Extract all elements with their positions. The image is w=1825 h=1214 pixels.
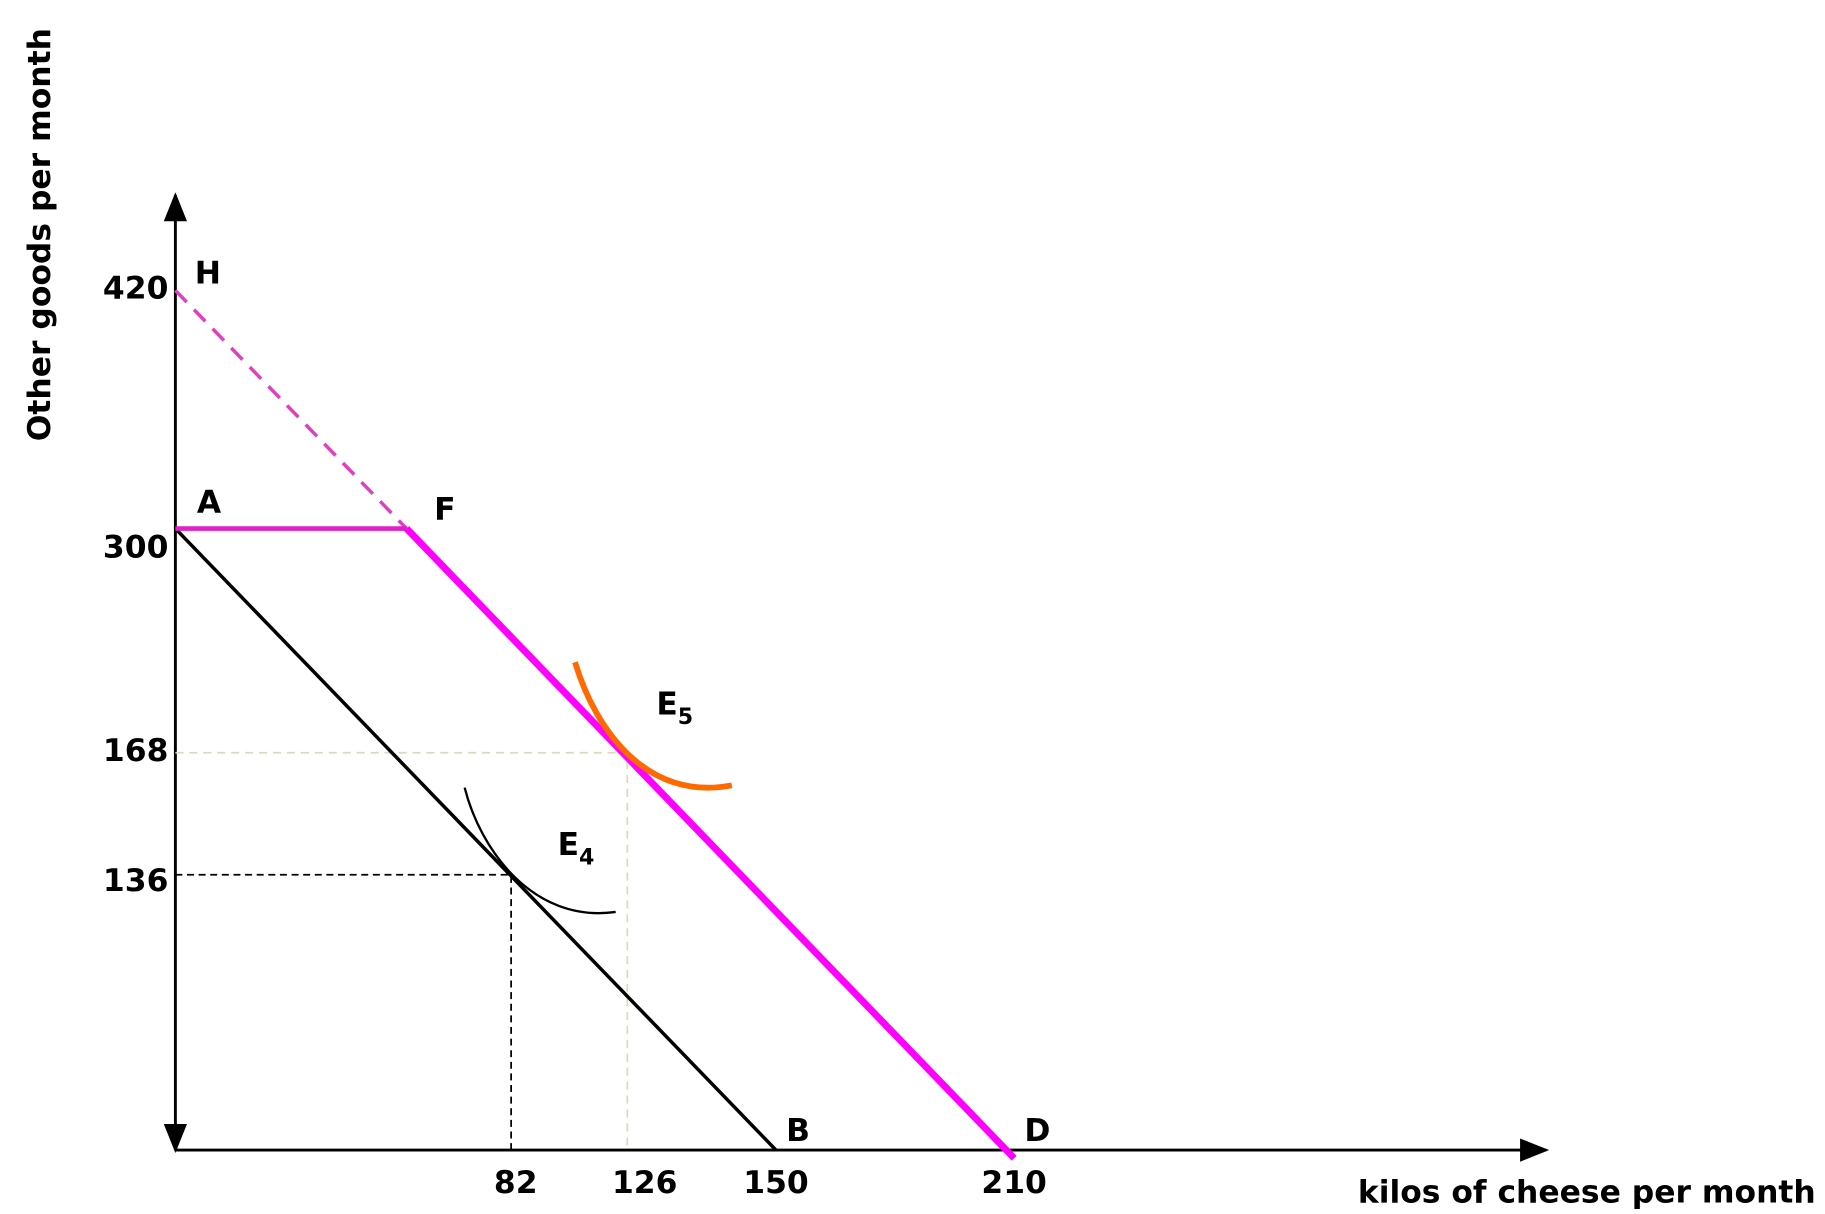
curve-letter: E: [656, 686, 677, 722]
y-axis-title: Other goods per month: [22, 28, 58, 441]
y-tick-label: 300: [103, 530, 168, 566]
curve-subscript: 5: [678, 705, 693, 730]
budget-line-ab: [174, 527, 778, 1152]
y-tick-label: 168: [103, 733, 168, 769]
point-label: B: [786, 1113, 810, 1149]
y-tick-label: 420: [103, 271, 168, 307]
curve-subscript: 4: [579, 845, 594, 870]
point-label: A: [197, 484, 222, 520]
x-axis-title: kilos of cheese per month: [1358, 1174, 1816, 1210]
point-label: H: [195, 255, 221, 291]
x-tick-label: 82: [494, 1165, 538, 1201]
x-tick-label: 126: [612, 1165, 677, 1201]
x-tick-label: 210: [981, 1165, 1046, 1201]
curve-label: E4: [558, 827, 595, 870]
curve-label: E5: [656, 686, 693, 729]
budget-line-fd: [404, 526, 1017, 1161]
indifference-curve-e4: [463, 787, 616, 915]
y-tick-label: 136: [103, 863, 168, 899]
indifference-curve-e5: [572, 661, 733, 791]
guide-e4: [175, 873, 512, 1151]
budget-line-hf: [174, 289, 408, 530]
x-tick-label: 150: [743, 1165, 808, 1201]
point-label: D: [1024, 1113, 1050, 1149]
point-label: F: [434, 491, 455, 527]
curve-letter: E: [558, 827, 579, 863]
guide-e5: [175, 751, 629, 1151]
